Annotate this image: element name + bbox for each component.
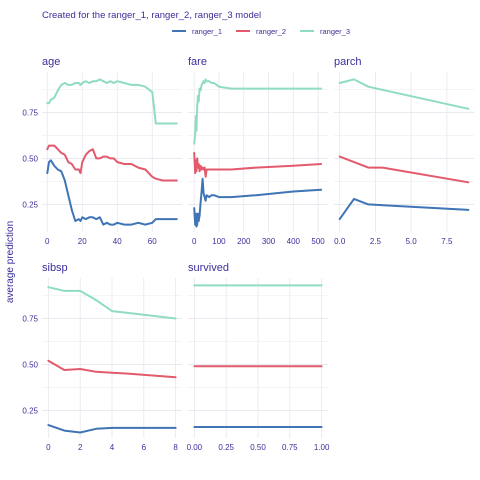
series-line-ranger_1 [193, 177, 323, 228]
y-tick-label: 0.25 [22, 200, 38, 209]
y-tick-label: 0.50 [22, 360, 38, 369]
gridlines [42, 72, 182, 232]
legend-label: ranger_3 [320, 27, 350, 36]
legend-label: ranger_2 [256, 27, 286, 36]
panel-parch: parch 0.0 2.5 5.0 7.5 [334, 56, 474, 246]
y-axis-label: average prediction [5, 221, 16, 303]
x-tick-label: 0.00 [187, 443, 203, 452]
x-tick-label: 0.25 [218, 443, 234, 452]
series-line-ranger_2 [193, 151, 323, 178]
x-tick-label: 20 [78, 237, 87, 246]
legend-label: ranger_1 [192, 27, 222, 36]
x-tick-label: 0.50 [250, 443, 266, 452]
series-line-ranger_3 [47, 286, 177, 320]
panel-age: age 0.25 0.50 0.75 0 20 40 60 [22, 56, 182, 246]
series-line-ranger_1 [46, 159, 178, 226]
x-tick-label: 7.5 [441, 237, 453, 246]
gridlines [334, 72, 474, 232]
x-tick-label: 100 [212, 237, 226, 246]
y-tick-label: 0.75 [22, 314, 38, 323]
x-tick-label: 400 [287, 237, 301, 246]
x-tick-label: 6 [142, 443, 147, 452]
legend-item-ranger_2: ranger_2 [236, 27, 286, 36]
x-tick-label: 0 [46, 443, 51, 452]
series-line-ranger_3 [193, 78, 323, 145]
x-tick-label: 8 [173, 443, 178, 452]
chart-title: Created for the ranger_1, ranger_2, rang… [42, 10, 261, 21]
panel-title-age: age [42, 56, 60, 68]
panel-title-sibsp: sibsp [42, 262, 68, 274]
panel-title-fare: fare [188, 56, 207, 68]
gridlines [42, 278, 182, 438]
x-tick-label: 0.0 [334, 237, 346, 246]
panel-fare: fare 0 100 200 300 400 500 [188, 56, 328, 246]
series-line-ranger_2 [338, 155, 470, 184]
panel-title-parch: parch [334, 56, 362, 68]
x-tick-label: 5.0 [406, 237, 418, 246]
series-line-ranger_2 [46, 144, 178, 182]
x-tick-label: 300 [262, 237, 276, 246]
x-tick-label: 500 [311, 237, 325, 246]
x-tick-label: 1.00 [314, 443, 330, 452]
legend-item-ranger_3: ranger_3 [300, 27, 350, 36]
y-tick-label: 0.50 [22, 154, 38, 163]
x-tick-label: 60 [148, 237, 157, 246]
y-tick-label: 0.25 [22, 406, 38, 415]
x-tick-label: 2.5 [370, 237, 382, 246]
panel-sibsp: sibsp 0.25 0.50 0.75 0 2 4 6 8 [22, 262, 182, 452]
x-tick-label: 0 [192, 237, 197, 246]
gridlines [188, 278, 328, 438]
x-tick-label: 4 [110, 443, 115, 452]
panel-survived: survived 0.00 0.25 0.50 0.75 1.00 [187, 262, 330, 452]
x-tick-label: 0 [45, 237, 50, 246]
x-tick-label: 0.75 [282, 443, 298, 452]
x-tick-label: 2 [78, 443, 83, 452]
series-line-ranger_2 [47, 359, 177, 379]
x-tick-label: 200 [237, 237, 251, 246]
x-tick-label: 40 [113, 237, 122, 246]
y-tick-label: 0.75 [22, 108, 38, 117]
legend: ranger_1 ranger_2 ranger_3 [172, 27, 350, 36]
series-line-ranger_1 [47, 424, 177, 434]
series-line-ranger_3 [338, 78, 470, 110]
series-line-ranger_1 [338, 197, 470, 221]
panel-title-survived: survived [188, 262, 229, 274]
gridlines [188, 72, 328, 232]
legend-item-ranger_1: ranger_1 [172, 27, 222, 36]
series-line-ranger_3 [46, 78, 178, 125]
